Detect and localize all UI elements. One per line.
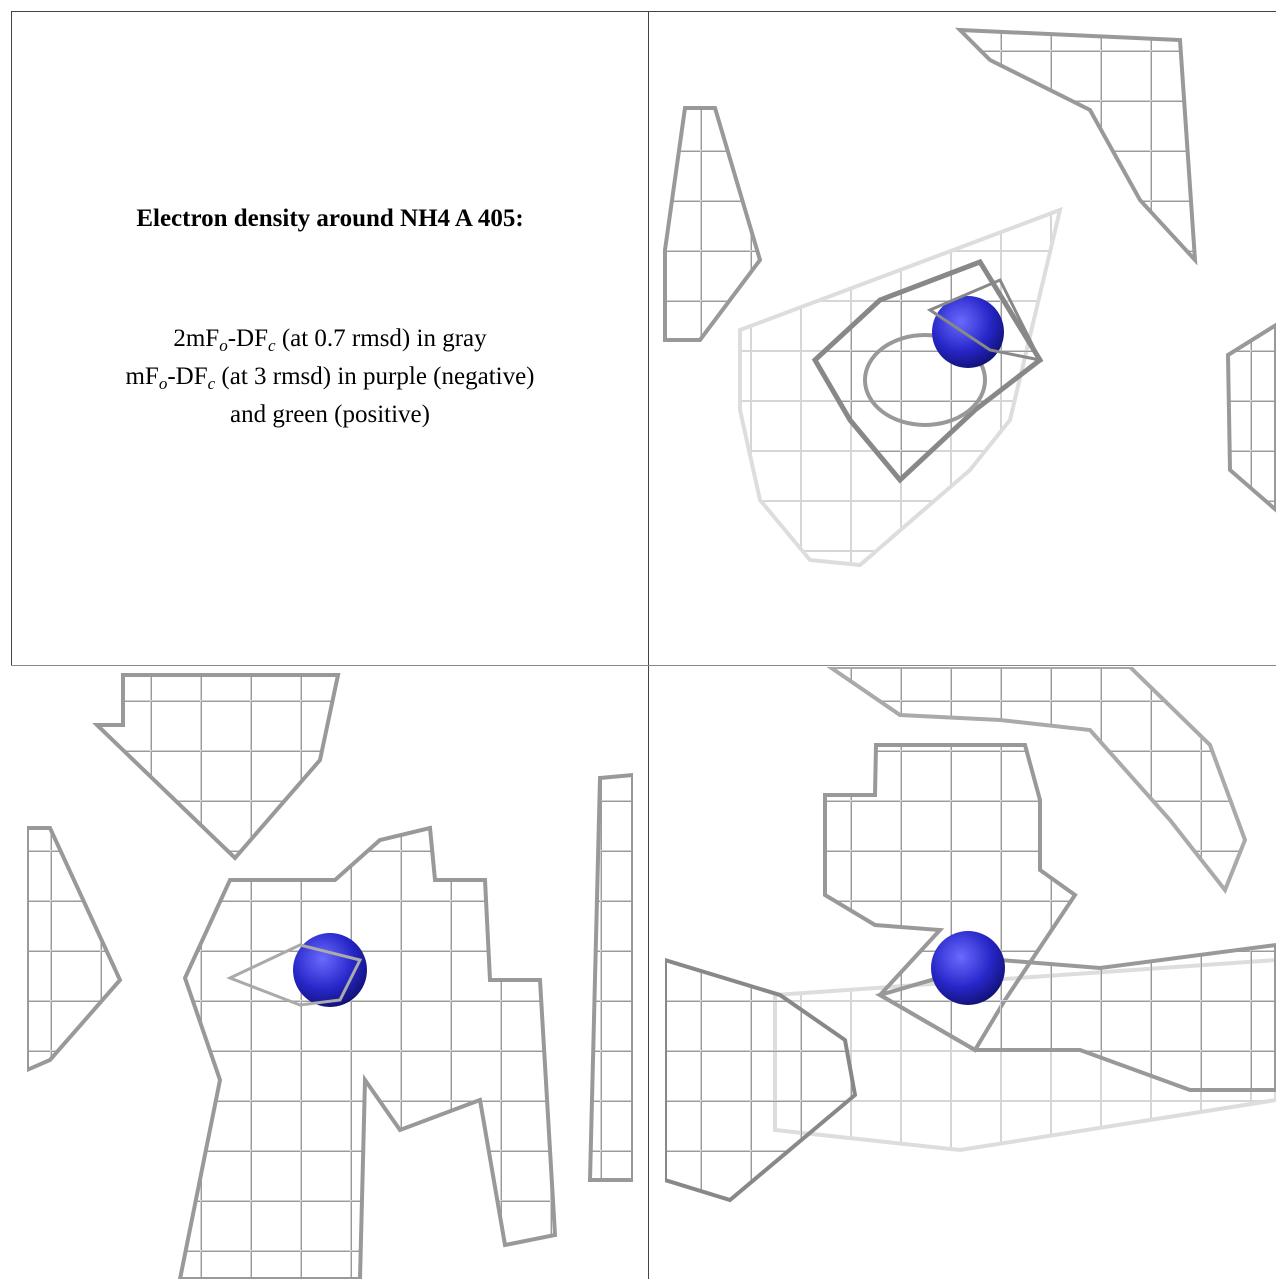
legend-line: mFo-DFc (at 3 rmsd) in purple (negative) (12, 358, 648, 396)
legend: 2mFo-DFc (at 0.7 rmsd) in gray mFo-DFc (… (12, 320, 648, 434)
legend-text: -DF (227, 325, 269, 352)
mesh (663, 106, 763, 342)
mesh (926, 278, 1043, 363)
density-panel-2 (27, 673, 633, 1279)
mesh (177, 825, 558, 1279)
mesh (863, 333, 987, 427)
legend-line: 2mFo-DFc (at 0.7 rmsd) in gray (12, 320, 648, 358)
legend-text: -DF (167, 363, 208, 390)
mesh (1225, 322, 1276, 513)
atom-sphere (293, 933, 367, 1007)
legend-subscript: c (268, 336, 276, 355)
mesh (826, 667, 1248, 894)
atom-sphere (932, 296, 1004, 368)
panel-title: Electron density around NH4 A 405: (136, 205, 524, 232)
mesh (665, 957, 858, 1203)
legend-subscript: o (158, 374, 168, 393)
mesh (954, 27, 1198, 266)
legend-text: 2mF (173, 325, 220, 352)
density-panel-1 (663, 27, 1276, 568)
atom-sphere (931, 931, 1005, 1005)
mesh (226, 943, 363, 1007)
density-panel-3 (665, 667, 1276, 1203)
mesh (27, 826, 123, 1073)
legend-subscript: o (219, 336, 228, 355)
frame (11, 11, 1276, 1279)
legend-line: and green (positive) (12, 396, 648, 434)
legend-text: mF (125, 363, 159, 390)
legend-text: (at 3 rmsd) in purple (negative) (215, 363, 535, 390)
legend-text: (at 0.7 rmsd) in gray (275, 325, 487, 352)
mesh (92, 673, 341, 861)
legend-text: and green (positive) (230, 401, 430, 428)
legend-subscript: c (207, 374, 216, 393)
mesh (587, 772, 633, 1182)
